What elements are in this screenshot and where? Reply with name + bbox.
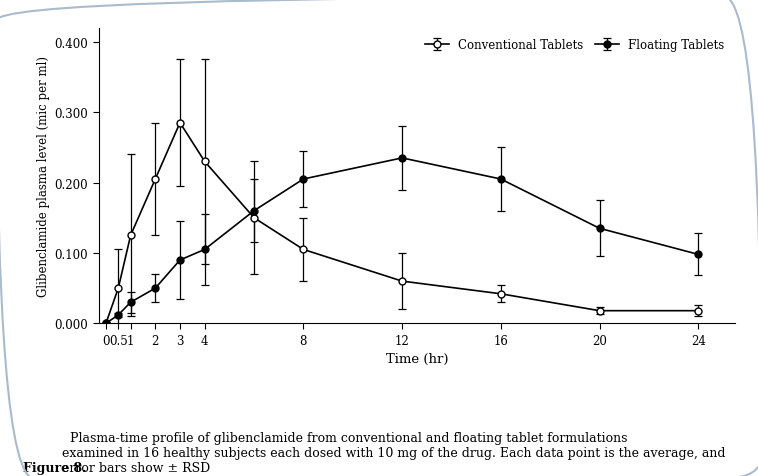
- Text: Figure 8.: Figure 8.: [23, 461, 86, 474]
- Text: Plasma-time profile of glibenclamide from conventional and floating tablet formu: Plasma-time profile of glibenclamide fro…: [62, 431, 725, 474]
- Y-axis label: Glibenclamide plasma level (mic per ml): Glibenclamide plasma level (mic per ml): [37, 56, 50, 297]
- Legend: Conventional Tablets, Floating Tablets: Conventional Tablets, Floating Tablets: [421, 34, 729, 57]
- X-axis label: Time (hr): Time (hr): [386, 353, 448, 366]
